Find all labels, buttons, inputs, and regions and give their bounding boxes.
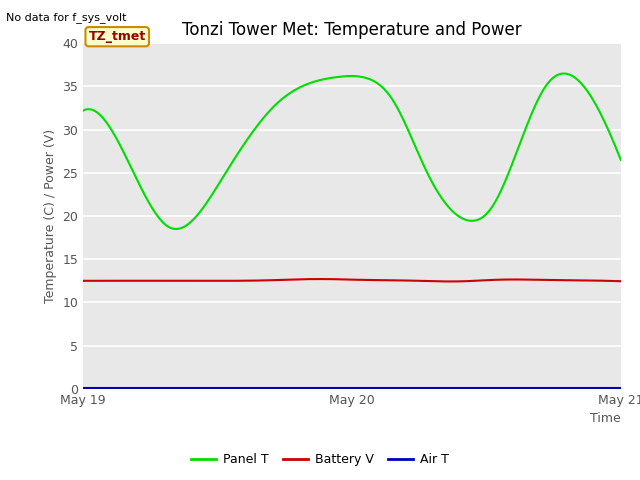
Panel T [79, 108, 87, 113]
Air T [79, 385, 87, 391]
Battery V [316, 276, 324, 282]
Panel T [172, 226, 179, 232]
Y-axis label: Temperature (C) / Power (V): Temperature (C) / Power (V) [44, 129, 57, 303]
Battery V [79, 278, 87, 284]
Battery V [218, 278, 225, 284]
Battery V [397, 277, 404, 283]
Panel T [175, 226, 183, 231]
Battery V [617, 278, 625, 284]
Title: Tonzi Tower Met: Temperature and Power: Tonzi Tower Met: Temperature and Power [182, 21, 522, 39]
Panel T [218, 175, 226, 181]
Battery V [486, 277, 493, 283]
Panel T [561, 71, 568, 76]
Panel T [439, 197, 447, 203]
Battery V [447, 278, 454, 284]
Legend: Panel T, Battery V, Air T: Panel T, Battery V, Air T [186, 448, 454, 471]
Panel T [323, 76, 331, 82]
Battery V [323, 276, 331, 282]
Text: No data for f_sys_volt: No data for f_sys_volt [6, 12, 127, 23]
Panel T [617, 157, 625, 163]
Text: TZ_tmet: TZ_tmet [88, 30, 146, 43]
X-axis label: Time: Time [590, 412, 621, 425]
Battery V [439, 278, 447, 284]
Air T [200, 385, 208, 391]
Line: Panel T: Panel T [83, 73, 621, 229]
Air T [617, 385, 625, 391]
Panel T [485, 208, 493, 214]
Battery V [175, 278, 182, 284]
Line: Battery V: Battery V [83, 279, 621, 281]
Panel T [397, 112, 404, 118]
